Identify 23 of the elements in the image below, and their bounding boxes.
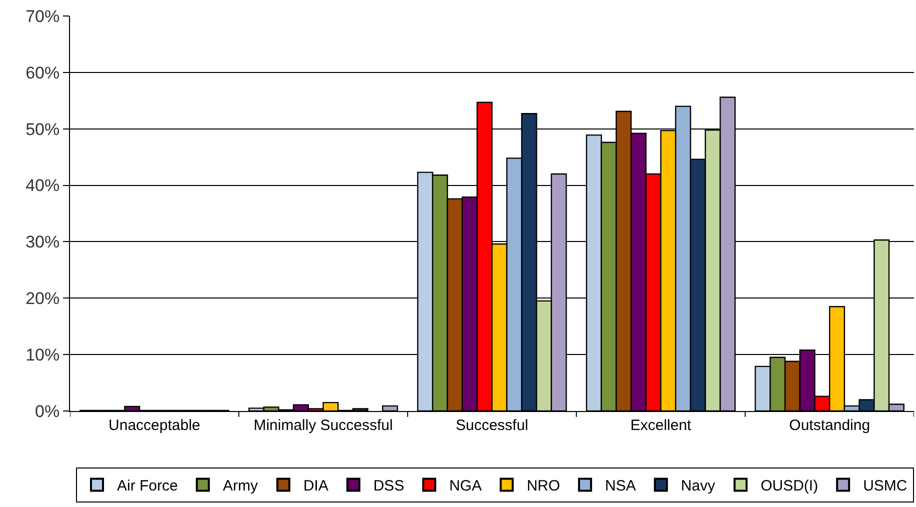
y-tick-label: 40% xyxy=(26,176,60,196)
legend-label: DIA xyxy=(303,478,328,495)
y-tick-label: 70% xyxy=(26,6,60,26)
legend-label: OUSD(I) xyxy=(760,478,818,495)
y-tick-label: 0% xyxy=(35,402,60,421)
legend-label: Army xyxy=(222,478,258,495)
y-tick-label: 10% xyxy=(26,346,60,365)
x-tick-label: Excellent xyxy=(630,417,692,434)
y-tick-label: 50% xyxy=(26,120,60,139)
legend-label: Air Force xyxy=(117,478,178,495)
x-tick-label: Minimally Successful xyxy=(254,417,393,434)
legend-label: NRO xyxy=(526,478,560,495)
x-tick-label: Unacceptable xyxy=(108,417,200,434)
legend-label: USMC xyxy=(863,478,908,495)
y-tick-label: 60% xyxy=(26,63,60,82)
legend-label: NGA xyxy=(449,478,482,495)
y-tick-label: 30% xyxy=(26,232,60,252)
x-tick-label: Successful xyxy=(456,417,528,434)
legend-label: DSS xyxy=(373,478,404,495)
y-tick-label: 20% xyxy=(26,289,60,308)
x-tick-label: Outstanding xyxy=(789,417,870,434)
legend-label: Navy xyxy=(680,478,716,495)
legend-label: NSA xyxy=(605,478,636,495)
